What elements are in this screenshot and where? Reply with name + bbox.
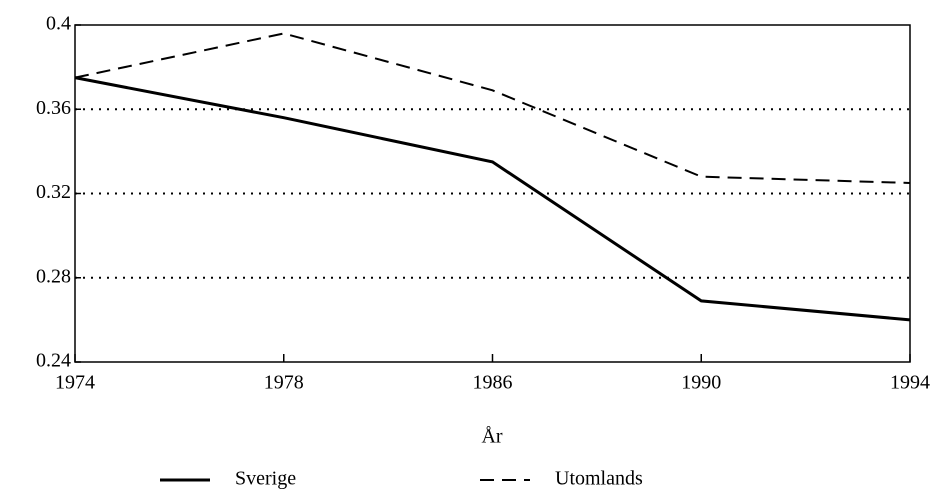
x-tick-label: 1986 [473,372,513,394]
x-tick-label: 1974 [55,372,95,394]
x-tick-label: 1978 [264,372,304,394]
series-line [74,32,911,184]
legend-label: Utomlands [555,468,643,490]
legend-label: Sverige [235,468,296,490]
y-tick-label: 0.36 [36,97,71,119]
x-tick-label: 1994 [890,372,930,394]
y-tick-label: 0.4 [46,13,71,35]
y-tick-label: 0.28 [36,265,71,287]
x-tick-label: 1990 [681,372,721,394]
y-tick-label: 0.32 [36,181,71,203]
x-axis-label: År [481,426,502,448]
series-line [74,76,911,322]
y-tick-label: 0.24 [36,350,71,372]
